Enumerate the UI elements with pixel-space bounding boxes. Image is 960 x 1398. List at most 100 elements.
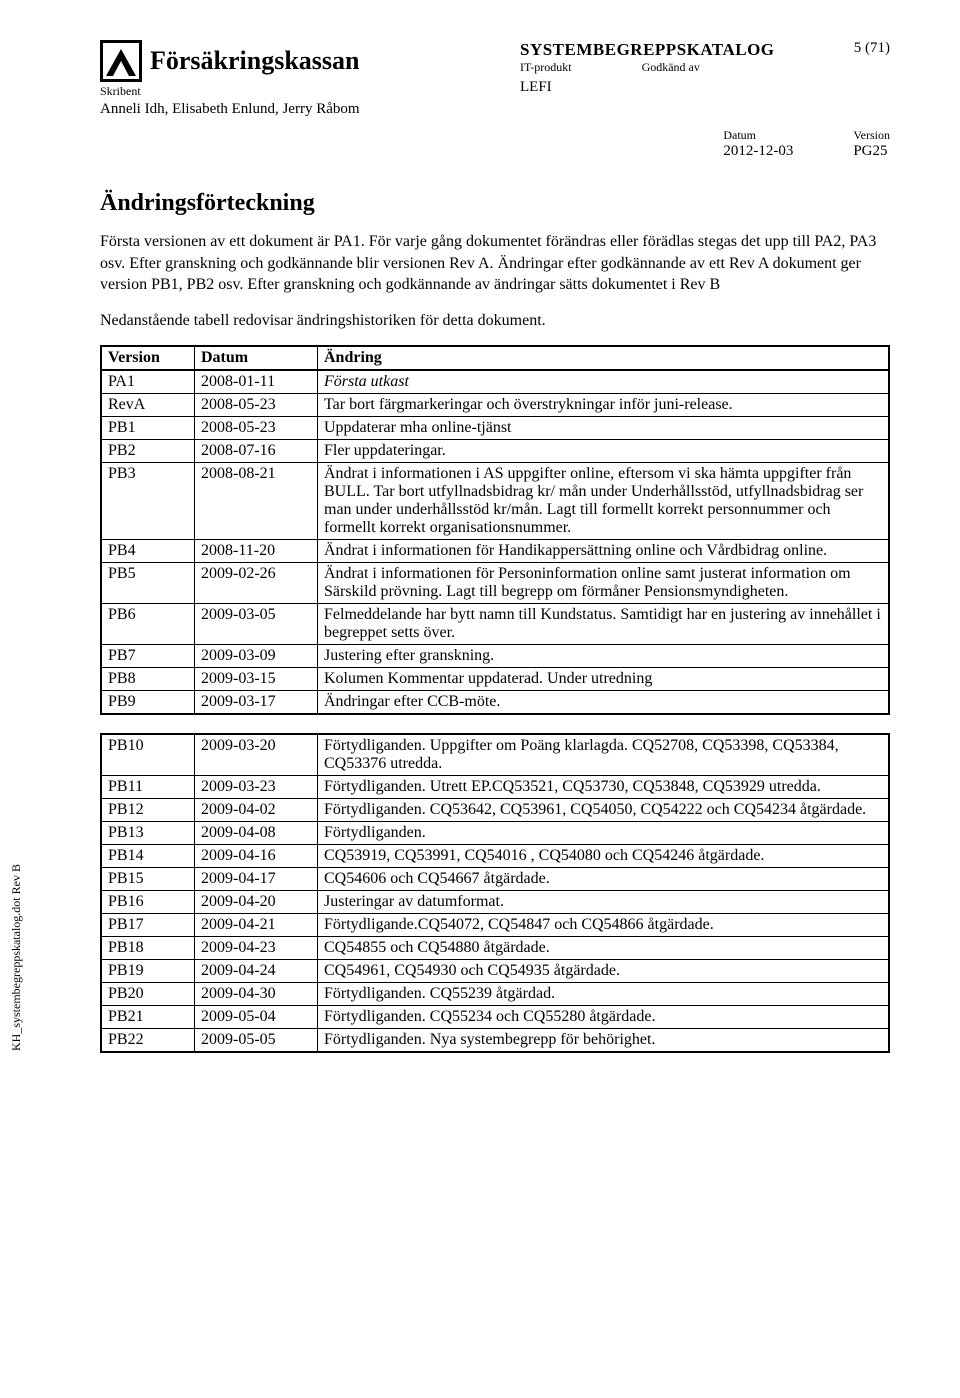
table-row: PB132009-04-08Förtydliganden. (101, 822, 889, 845)
cell-change: Första utkast (318, 370, 890, 394)
cell-version: PB16 (101, 891, 195, 914)
cell-change: CQ54606 och CQ54667 åtgärdade. (318, 868, 890, 891)
table-row: PB42008-11-20Ändrat i informationen för … (101, 540, 889, 563)
side-doc-id: KH_systembegreppskatalog.dot Rev B (9, 864, 24, 1051)
it-product-label: IT-produkt (520, 60, 572, 75)
cell-date: 2008-01-11 (195, 370, 318, 394)
approved-by-label: Godkänd av (642, 60, 700, 75)
cell-date: 2009-04-23 (195, 937, 318, 960)
intro-paragraph-1: Första versionen av ett dokument är PA1.… (100, 231, 890, 296)
col-change: Ändring (318, 346, 890, 370)
cell-date: 2009-03-09 (195, 645, 318, 668)
cell-version: PB21 (101, 1006, 195, 1029)
cell-date: 2009-04-17 (195, 868, 318, 891)
cell-version: PB13 (101, 822, 195, 845)
authors: Anneli Idh, Elisabeth Enlund, Jerry Råbo… (100, 101, 510, 118)
cell-date: 2008-05-23 (195, 417, 318, 440)
cell-version: PB9 (101, 691, 195, 715)
skribent-label: Skribent (100, 84, 510, 99)
cell-change: Tar bort färgmarkeringar och överstrykni… (318, 394, 890, 417)
cell-change: Felmeddelande har bytt namn till Kundsta… (318, 604, 890, 645)
version-label: Version (853, 128, 890, 143)
cell-change: Förtydliganden. Uppgifter om Poäng klarl… (318, 734, 890, 776)
catalog-title: SYSTEMBEGREPPSKATALOG (520, 40, 740, 60)
table-row: PB62009-03-05Felmeddelande har bytt namn… (101, 604, 889, 645)
cell-date: 2009-04-30 (195, 983, 318, 1006)
table-row: PA12008-01-11Första utkast (101, 370, 889, 394)
cell-change: CQ53919, CQ53991, CQ54016 , CQ54080 och … (318, 845, 890, 868)
cell-version: PB10 (101, 734, 195, 776)
cell-change: Förtydliganden. Nya systembegrepp för be… (318, 1029, 890, 1053)
table-row: PB12008-05-23Uppdaterar mha online-tjäns… (101, 417, 889, 440)
cell-change: Kolumen Kommentar uppdaterad. Under utre… (318, 668, 890, 691)
cell-change: Ändringar efter CCB-möte. (318, 691, 890, 715)
table-row: PB102009-03-20Förtydliganden. Uppgifter … (101, 734, 889, 776)
cell-version: PB18 (101, 937, 195, 960)
cell-date: 2009-05-05 (195, 1029, 318, 1053)
cell-change: Uppdaterar mha online-tjänst (318, 417, 890, 440)
cell-change: Ändrat i informationen för Personinforma… (318, 563, 890, 604)
cell-version: PB17 (101, 914, 195, 937)
table-row: PB222009-05-05Förtydliganden. Nya system… (101, 1029, 889, 1053)
cell-date: 2008-11-20 (195, 540, 318, 563)
table-row: PB152009-04-17CQ54606 och CQ54667 åtgärd… (101, 868, 889, 891)
cell-version: PA1 (101, 370, 195, 394)
org-name: Försäkringskassan (150, 46, 360, 76)
org-logo-block: Försäkringskassan (100, 40, 510, 82)
cell-date: 2009-03-15 (195, 668, 318, 691)
cell-version: PB11 (101, 776, 195, 799)
cell-change: Förtydliganden. Utrett EP.CQ53521, CQ537… (318, 776, 890, 799)
cell-date: 2009-02-26 (195, 563, 318, 604)
table-row: PB162009-04-20Justeringar av datumformat… (101, 891, 889, 914)
version-value: PG25 (853, 143, 890, 160)
cell-version: PB3 (101, 463, 195, 540)
date-label: Datum (723, 128, 793, 143)
cell-version: PB8 (101, 668, 195, 691)
cell-date: 2009-03-17 (195, 691, 318, 715)
table-row: PB112009-03-23Förtydliganden. Utrett EP.… (101, 776, 889, 799)
cell-change: Förtydliganden. CQ55239 åtgärdad. (318, 983, 890, 1006)
table-row: PB32008-08-21Ändrat i informationen i AS… (101, 463, 889, 540)
cell-date: 2009-03-23 (195, 776, 318, 799)
cell-version: PB20 (101, 983, 195, 1006)
cell-version: PB1 (101, 417, 195, 440)
cell-version: PB15 (101, 868, 195, 891)
cell-date: 2009-04-08 (195, 822, 318, 845)
cell-version: PB5 (101, 563, 195, 604)
table-row: PB92009-03-17Ändringar efter CCB-möte. (101, 691, 889, 715)
cell-date: 2009-04-24 (195, 960, 318, 983)
col-version: Version (101, 346, 195, 370)
table-row: RevA2008-05-23Tar bort färgmarkeringar o… (101, 394, 889, 417)
cell-change: Justeringar av datumformat. (318, 891, 890, 914)
cell-change: Förtydliganden. CQ55234 och CQ55280 åtgä… (318, 1006, 890, 1029)
table-row: PB202009-04-30Förtydliganden. CQ55239 åt… (101, 983, 889, 1006)
cell-change: Förtydligande.CQ54072, CQ54847 och CQ548… (318, 914, 890, 937)
cell-version: PB14 (101, 845, 195, 868)
cell-version: PB2 (101, 440, 195, 463)
cell-change: Förtydliganden. (318, 822, 890, 845)
cell-change: Ändrat i informationen för Handikappersä… (318, 540, 890, 563)
cell-version: PB22 (101, 1029, 195, 1053)
table-row: PB182009-04-23CQ54855 och CQ54880 åtgärd… (101, 937, 889, 960)
table-row: PB192009-04-24CQ54961, CQ54930 och CQ549… (101, 960, 889, 983)
table-row: PB172009-04-21Förtydligande.CQ54072, CQ5… (101, 914, 889, 937)
lefi-label: LEFI (520, 79, 740, 96)
col-date: Datum (195, 346, 318, 370)
cell-version: PB4 (101, 540, 195, 563)
cell-version: PB7 (101, 645, 195, 668)
page-number: 5 (71) (750, 40, 890, 57)
table-row: PB212009-05-04Förtydliganden. CQ55234 oc… (101, 1006, 889, 1029)
table-row: PB72009-03-09Justering efter granskning. (101, 645, 889, 668)
table-row: PB82009-03-15Kolumen Kommentar uppdatera… (101, 668, 889, 691)
intro-paragraph-2: Nedanstående tabell redovisar ändringshi… (100, 310, 890, 332)
cell-date: 2008-08-21 (195, 463, 318, 540)
table-row: PB122009-04-02Förtydliganden. CQ53642, C… (101, 799, 889, 822)
cell-change: CQ54961, CQ54930 och CQ54935 åtgärdade. (318, 960, 890, 983)
cell-change: Ändrat i informationen i AS uppgifter on… (318, 463, 890, 540)
table-row: PB52009-02-26Ändrat i informationen för … (101, 563, 889, 604)
cell-date: 2009-04-16 (195, 845, 318, 868)
section-title: Ändringsförteckning (100, 190, 890, 217)
cell-date: 2009-03-20 (195, 734, 318, 776)
cell-change: Justering efter granskning. (318, 645, 890, 668)
cell-version: RevA (101, 394, 195, 417)
